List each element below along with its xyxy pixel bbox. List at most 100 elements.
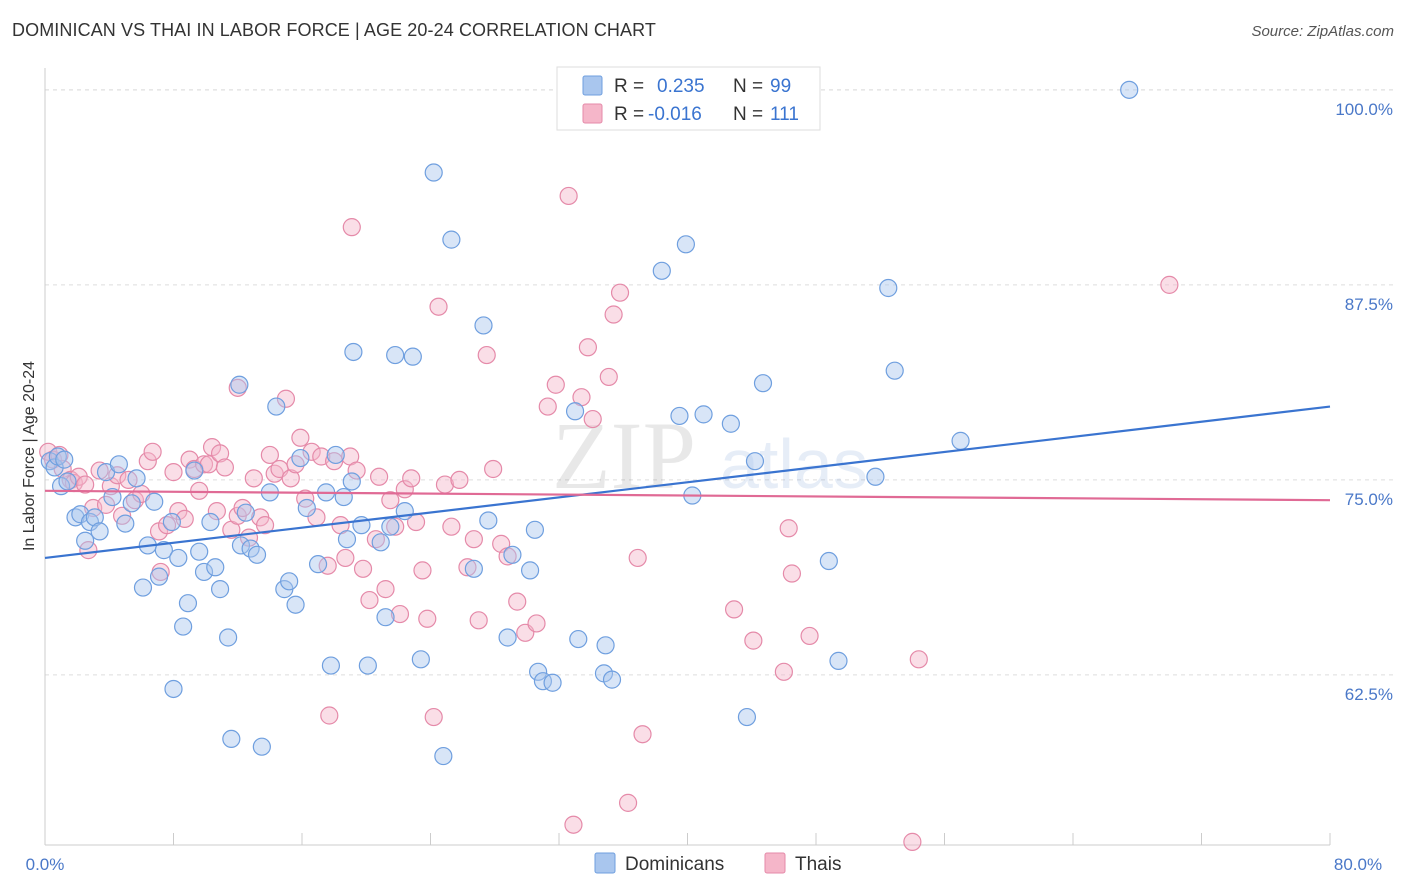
thais-point-100 [618,793,638,812]
thais-point-74 [418,609,437,628]
dominicans-point-93 [819,551,838,571]
dominicans-point-70 [474,316,493,335]
legend-r-value-0: 0.235 [657,76,705,97]
thais-point-7 [76,475,95,494]
dominicans-point-13 [103,487,122,507]
thais-point-55 [320,706,339,725]
dominicans-point-35 [222,729,241,749]
dominicans-point-99 [1120,80,1139,99]
dominicans-point-83 [602,670,622,689]
thais-point-32 [207,502,226,521]
dominicans-point-14 [109,455,128,474]
thais-points [39,186,1179,851]
thais-point-18 [138,452,157,471]
dominicans-point-90 [737,707,757,727]
y-tick-labels: 62.5% 75.0% 87.5% 100.0% [1335,100,1393,704]
dominicans-point-31 [201,512,220,532]
dominicans-point-92 [753,374,773,393]
y-axis-label: In Labor Force | Age 20-24 [21,361,38,551]
thais-point-67 [381,491,400,510]
dominicans-point-15 [116,514,135,533]
dominicans-point-69 [464,559,483,578]
thais-point-37 [228,378,247,397]
thais-point-90 [538,397,557,416]
dominicans-point-1 [45,458,64,477]
dominicans-point-23 [162,512,181,532]
bottom-legend-label-thais: Thais [795,854,841,875]
x-axis-ticks [44,833,1331,845]
dominicans-point-33 [210,580,230,599]
thais-point-79 [450,470,469,490]
thais-point-71 [402,469,421,488]
dominicans-point-24 [164,679,183,699]
dominicans-point-80 [569,629,588,649]
thais-point-64 [366,530,385,549]
legend-swatch-thais [582,103,603,124]
thais-point-26 [180,450,199,469]
dominicans-point-91 [745,452,765,471]
y-tick-label-100: 100.0% [1335,100,1393,119]
chart-source: Source: ZipAtlas.com [1251,23,1394,40]
thais-point-40 [244,469,263,488]
dominicans-point-40 [247,545,267,564]
dominicans-point-79 [565,402,585,421]
dominicans-point-89 [721,414,740,433]
thais-point-76 [429,297,448,316]
thais-point-34 [215,458,234,477]
thais-point-97 [599,367,618,387]
bottom-legend-label-dominicans: Dominicans [625,854,724,875]
thais-point-91 [546,375,565,394]
thais-point-60 [342,218,361,237]
dominicans-point-21 [149,567,169,586]
bottom-legend-swatch-thais [764,852,786,874]
thais-point-29 [194,455,214,474]
dominicans-point-38 [231,536,251,555]
dominicans-point-30 [194,562,214,582]
dominicans-point-68 [442,230,461,249]
thais-point-87 [508,592,527,611]
dominicans-point-86 [676,235,695,254]
dominicans-point-94 [829,651,848,670]
thais-point-109 [909,650,928,669]
dominicans-point-56 [344,342,363,362]
legend-swatch-dominicans [582,75,603,96]
thais-point-43 [260,445,279,465]
thais-point-110 [903,832,922,851]
dominicans-point-18 [133,578,153,597]
legend-n-label-0: N = [733,76,763,97]
dominicans-point-98 [951,431,970,450]
dominicans-trend-line [44,405,1331,560]
thais-trend-line [44,489,1331,502]
dominicans-point-10 [85,508,104,527]
thais-point-96 [583,409,602,429]
dominicans-point-74 [520,561,540,580]
thais-point-62 [353,559,373,578]
dominicans-point-82 [596,636,615,655]
thais-point-80 [458,558,477,577]
dominicans-point-32 [206,558,225,577]
dominicans-point-96 [879,278,898,298]
dominicans-point-43 [267,397,286,416]
legend-n-value-1: 111 [770,104,799,125]
dominicans-point-6 [66,508,85,527]
thais-point-105 [774,662,793,681]
thais-point-104 [744,631,763,650]
dominicans-point-20 [145,492,164,511]
thais-point-10 [90,461,109,480]
dominicans-point-16 [122,494,141,513]
thais-point-98 [604,305,623,324]
thais-point-92 [559,186,578,206]
dominicans-point-54 [337,530,357,549]
dominicans-point-73 [503,545,522,564]
dominicans-point-65 [411,650,430,669]
thais-point-63 [360,590,379,610]
thais-point-46 [276,389,296,408]
dominicans-point-46 [286,595,305,614]
thais-point-93 [564,815,583,834]
dominicans-point-28 [185,461,204,480]
dominicans-point-49 [308,555,328,574]
dominicans-point-25 [169,548,188,568]
dominicans-point-66 [424,163,443,182]
legend-r-label-1: R = [614,104,644,125]
